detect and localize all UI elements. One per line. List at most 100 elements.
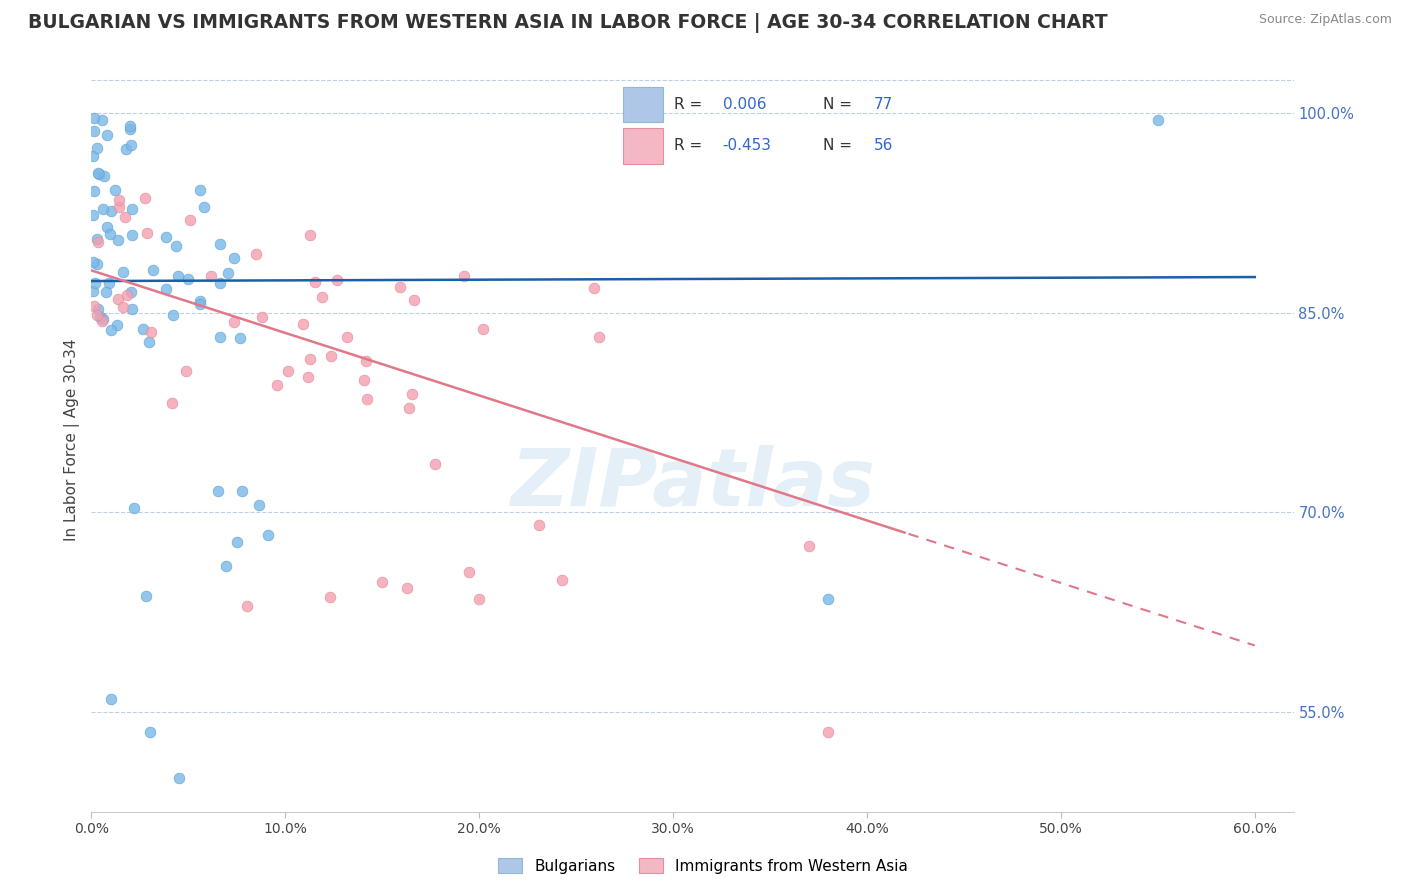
Point [311,290,333,304]
Point [165,239,187,253]
Point [224,315,246,329]
Point [155,282,177,296]
Point [817,725,839,739]
Point [319,349,342,363]
Point [224,251,246,265]
Point [215,558,238,573]
Point [298,352,321,367]
Point [371,574,394,589]
Point [588,330,610,344]
Point [86,166,108,180]
Point [100,203,122,218]
Point [207,483,229,498]
Point [226,535,249,549]
Point [551,574,574,588]
Point [250,310,273,324]
Point [108,193,131,207]
Point [395,581,418,595]
Point [209,236,232,251]
Point [136,226,159,240]
Point [231,484,253,499]
Point [167,268,190,283]
Point [131,322,153,336]
Point [266,377,288,392]
Point [229,331,252,345]
Point [582,281,605,295]
Point [188,183,211,197]
Point [162,309,184,323]
Point [247,498,270,512]
Text: Source: ZipAtlas.com: Source: ZipAtlas.com [1258,13,1392,27]
Point [91,202,114,217]
Point [135,589,157,603]
Point [167,772,190,786]
Point [299,227,322,242]
Y-axis label: In Labor Force | Age 30-34: In Labor Force | Age 30-34 [65,338,80,541]
Point [209,277,232,291]
Point [86,308,108,322]
Point [122,500,145,515]
Point [174,364,197,378]
Point [107,292,129,306]
Point [86,141,108,155]
Point [257,528,280,542]
Point [1146,113,1168,128]
Point [107,233,129,247]
Point [402,293,425,307]
Point [82,254,104,268]
Point [277,364,299,378]
Point [96,285,118,300]
Point [121,202,143,216]
Point [458,566,481,580]
Point [188,297,211,311]
Point [105,318,128,332]
Point [83,184,105,198]
Point [188,293,211,308]
Point [200,268,222,283]
Point [155,230,177,244]
Point [89,310,111,325]
Point [336,330,359,344]
Point [118,121,141,136]
Point [138,725,160,739]
Point [193,200,215,214]
Point [121,302,143,317]
Point [245,247,267,261]
Point [142,263,165,277]
Point [817,591,839,606]
Text: ZIPatlas: ZIPatlas [510,445,875,523]
Point [527,518,550,533]
Point [120,285,142,300]
Point [353,373,375,387]
Legend: Bulgarians, Immigrants from Western Asia: Bulgarians, Immigrants from Western Asia [492,852,914,880]
Point [108,200,131,214]
Point [356,354,378,368]
Point [120,120,142,134]
Point [93,169,115,183]
Point [401,387,423,401]
Point [797,539,820,553]
Point [86,302,108,317]
Point [98,227,121,242]
Point [96,128,118,142]
Point [304,275,326,289]
Point [100,691,122,706]
Point [111,300,134,314]
Point [121,227,143,242]
Point [114,211,136,225]
Point [139,325,162,339]
Point [138,334,160,349]
Point [104,183,127,197]
Point [120,138,142,153]
Point [87,235,110,250]
Text: BULGARIAN VS IMMIGRANTS FROM WESTERN ASIA IN LABOR FORCE | AGE 30-34 CORRELATION: BULGARIAN VS IMMIGRANTS FROM WESTERN ASI… [28,13,1108,33]
Point [83,112,105,126]
Point [84,276,107,290]
Point [398,401,420,416]
Point [179,213,201,227]
Point [177,271,200,285]
Point [96,220,118,235]
Point [86,257,108,271]
Point [356,392,378,406]
Point [83,124,105,138]
